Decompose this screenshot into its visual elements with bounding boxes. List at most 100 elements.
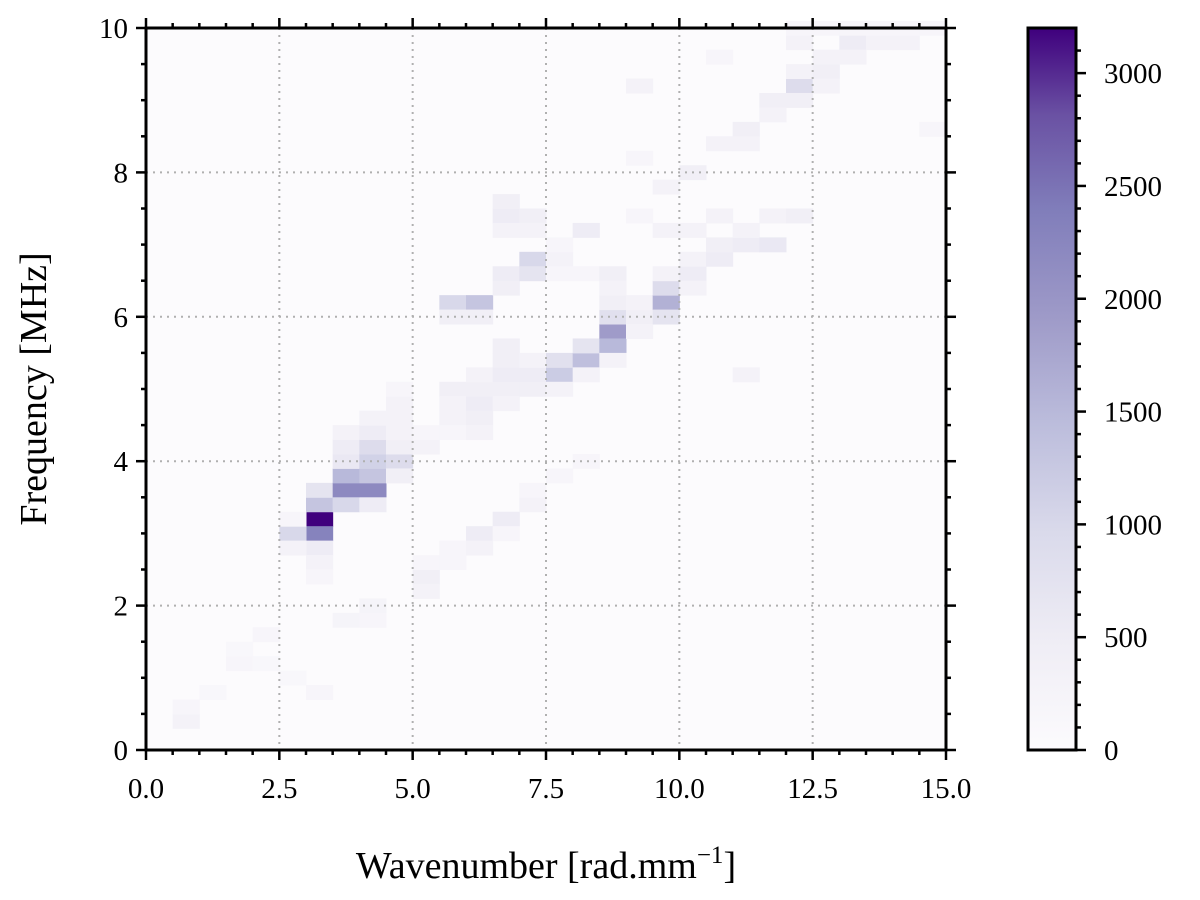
x-tick-label: 10.0	[654, 773, 705, 805]
heatmap-cell	[759, 92, 787, 108]
heatmap-cell	[786, 208, 814, 224]
heatmap-cell	[332, 439, 360, 455]
heatmap-cell	[386, 410, 414, 426]
heatmap-cell	[332, 425, 360, 441]
heatmap-cell	[599, 280, 627, 296]
heatmap-cell	[732, 237, 760, 253]
heatmap-cell	[652, 266, 680, 282]
heatmap-cell	[332, 497, 360, 513]
heatmap-cell	[439, 425, 467, 441]
heatmap-cell	[786, 35, 814, 51]
heatmap-cell	[546, 381, 574, 397]
y-tick-label: 0	[114, 735, 129, 767]
heatmap-cell	[412, 555, 440, 570]
heatmap-cell	[412, 425, 440, 441]
heatmap-cell	[519, 266, 547, 282]
heatmap-cell	[706, 237, 734, 253]
colorbar-tick-label: 0	[1104, 735, 1119, 767]
plot-frame	[144, 26, 948, 752]
heatmap-cell	[652, 295, 680, 311]
heatmap-cell	[332, 482, 360, 498]
heatmap-cell	[839, 49, 867, 65]
heatmap-cell	[386, 468, 414, 484]
colorbar-tick-label: 3000	[1104, 58, 1162, 90]
heatmap-cell	[359, 482, 387, 498]
heatmap-cell	[306, 497, 334, 513]
x-axis-label-end: ]	[723, 845, 736, 887]
colorbar-tick-label: 500	[1104, 622, 1148, 654]
heatmap-cell	[199, 685, 227, 700]
colorbar-tick-label: 2000	[1104, 284, 1162, 316]
heatmap-cell	[359, 497, 387, 513]
y-tick-label: 4	[114, 446, 129, 478]
heatmap-cell	[572, 266, 600, 282]
heatmap-cell	[492, 194, 520, 209]
axis-ticks	[136, 18, 956, 760]
heatmap-cell	[492, 367, 520, 383]
heatmap-cell	[466, 381, 494, 397]
y-tick-label: 8	[114, 157, 129, 189]
heatmap-cell	[412, 583, 440, 599]
heatmap-cell	[812, 64, 840, 80]
heatmap-cell	[732, 222, 760, 238]
heatmap-cell	[439, 410, 467, 426]
heatmap-cell	[306, 685, 334, 700]
heatmap-cell	[892, 35, 920, 51]
heatmap-cell	[306, 511, 334, 527]
heatmap-cell	[679, 251, 707, 267]
heatmap-cell	[572, 352, 600, 368]
heatmap-cell	[412, 569, 440, 585]
heatmap-cell	[572, 222, 600, 238]
heatmap-cell	[546, 237, 574, 253]
heatmap-cell	[492, 526, 520, 542]
heatmap-cell	[466, 309, 494, 325]
heatmap-cell	[546, 468, 574, 484]
heatmap-cell	[759, 237, 787, 253]
heatmap-cell	[759, 107, 787, 123]
heatmap-cell	[172, 699, 200, 715]
y-tick-labels: 0 2 4 6 8 10	[99, 13, 129, 767]
heatmap-cell	[439, 540, 467, 556]
heatmap-cell	[226, 656, 254, 672]
heatmap-cell	[172, 713, 200, 729]
heatmap-cell	[519, 208, 547, 224]
x-tick-label: 2.5	[261, 773, 297, 805]
heatmap-cell	[226, 641, 254, 657]
heatmap-cell	[439, 381, 467, 397]
x-tick-labels: 0.0 2.5 5.0 7.5 10.0 12.5 15.0	[128, 773, 972, 805]
heatmap-cell	[252, 627, 280, 643]
heatmap-cell	[599, 266, 627, 282]
heatmap-cell	[279, 670, 307, 686]
heatmap-cell	[866, 35, 894, 51]
heatmap-cell	[252, 656, 280, 672]
colorbar-tick-label: 1000	[1104, 509, 1162, 541]
heatmap-cell	[519, 381, 547, 397]
heatmap-cell	[279, 526, 307, 542]
heatmap-cells	[172, 20, 947, 729]
heatmap-cell	[626, 324, 654, 339]
heatmap-cell	[306, 555, 334, 570]
heatmap-cell	[439, 295, 467, 311]
heatmap-cell	[599, 309, 627, 325]
heatmap-cell	[732, 121, 760, 137]
heatmap-cell	[626, 309, 654, 325]
heatmap-cell	[786, 78, 814, 94]
heatmap-cell	[359, 468, 387, 484]
heatmap-cell	[492, 280, 520, 296]
heatmap-cell	[466, 367, 494, 383]
heatmap-cell	[706, 251, 734, 267]
heatmap-cell	[652, 309, 680, 325]
heatmap-cell	[812, 49, 840, 65]
heatmap-cell	[359, 453, 387, 469]
heatmap-cell	[546, 367, 574, 383]
heatmap-cell	[466, 526, 494, 542]
heatmap-cell	[626, 295, 654, 311]
heatmap-cell	[626, 78, 654, 94]
heatmap-cell	[306, 482, 334, 498]
heatmap-cell	[466, 425, 494, 441]
heatmap-cell	[599, 324, 627, 339]
heatmap-cell	[466, 540, 494, 556]
x-tick-label: 7.5	[528, 773, 564, 805]
heatmap-cell	[306, 569, 334, 585]
